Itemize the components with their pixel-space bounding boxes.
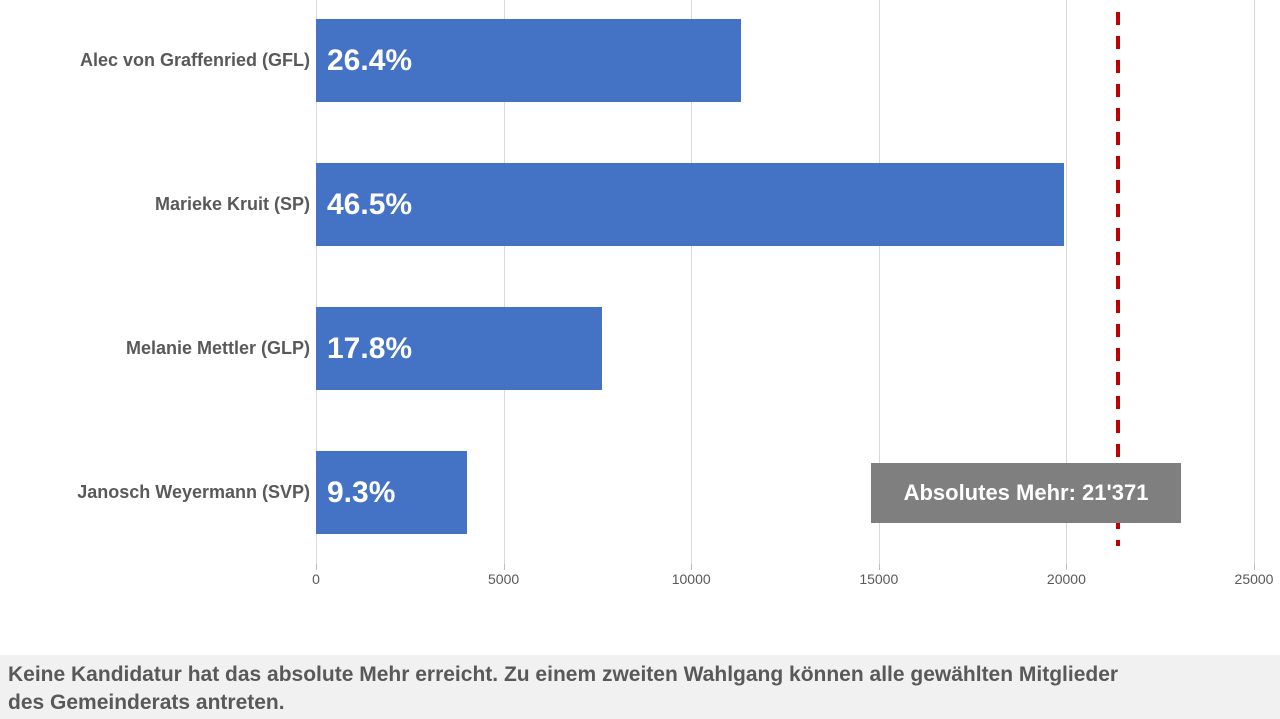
tickmark-0: [316, 564, 317, 570]
footer-note-line-2: des Gemeinderats antreten.: [8, 691, 285, 714]
tickmark-10000: [691, 564, 693, 570]
footer-note-line-1: Keine Kandidatur hat das absolute Mehr e…: [8, 663, 1119, 686]
tickmark-20000: [1066, 564, 1068, 570]
category-label: Alec von Graffenried (GFL): [79, 50, 310, 71]
absolute-majority-label: Absolutes Mehr: 21'371: [871, 463, 1181, 523]
tickmark-25000: [1254, 564, 1255, 570]
tickmark-15000: [878, 564, 880, 570]
x-axis-tick-label: 20000: [1046, 571, 1086, 587]
tickmark-5000: [503, 564, 505, 570]
bar-value-label: 17.8%: [327, 331, 413, 365]
bar-3: 17.8%: [316, 307, 602, 390]
gridline-20000: [1066, 0, 1068, 564]
gridline-10000: [691, 0, 693, 564]
category-label: Melanie Mettler (GLP): [125, 338, 310, 359]
bar-4: 9.3%: [316, 451, 467, 534]
category-label: Janosch Weyermann (SVP): [77, 482, 310, 503]
bar-value-label: 46.5%: [327, 187, 413, 221]
absolute-majority-label-text: Absolutes Mehr: 21'371: [903, 480, 1149, 505]
plot-area: 0 5000 10000 15000 20000 25000 26.4% Alec von G…: [77, 0, 1274, 587]
bar-value-label: 26.4%: [327, 43, 413, 77]
gridline-0: [316, 0, 317, 564]
gridline-5000: [503, 0, 505, 564]
gridline-25000: [1254, 0, 1255, 564]
bar-2: 46.5%: [316, 163, 1065, 246]
bar-value-label: 9.3%: [327, 475, 396, 509]
x-axis-tick-label: 15000: [859, 571, 899, 587]
bar-1: 26.4%: [316, 19, 741, 102]
footer-note: Keine Kandidatur hat das absolute Mehr e…: [0, 655, 1280, 719]
absolute-majority-threshold-line: [1115, 12, 1120, 546]
x-axis-tick-label: 10000: [671, 571, 711, 587]
x-axis-tick-label: 25000: [1234, 571, 1274, 587]
category-label: Marieke Kruit (SP): [154, 194, 310, 215]
x-axis-tick-label: 0: [312, 571, 320, 587]
x-axis-tick-label: 5000: [488, 571, 520, 587]
gridline-15000: [878, 0, 880, 564]
